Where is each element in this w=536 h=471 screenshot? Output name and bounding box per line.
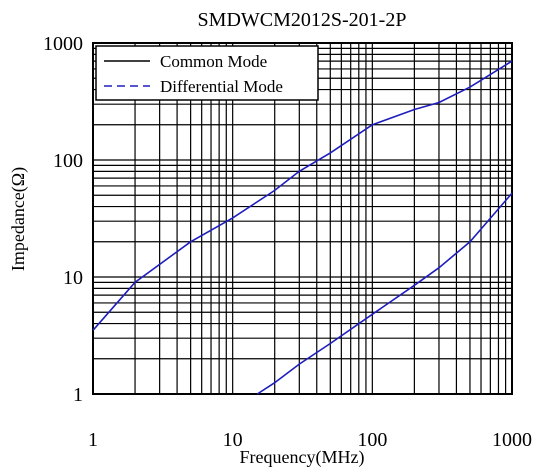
series-layer: [92, 60, 513, 395]
y-tick-label: 1000: [43, 33, 83, 55]
x-tick-label: 100: [357, 429, 387, 451]
series-line-common-mode: [92, 60, 513, 331]
y-axis-label: Impedance(Ω): [8, 167, 29, 271]
tick-labels: 1 10 100 1000 1 10 100 1000: [43, 33, 532, 451]
legend-box: [95, 45, 319, 101]
y-tick-label: 10: [63, 267, 83, 289]
y-tick-label: 100: [53, 150, 83, 172]
x-tick-label: 1000: [492, 429, 532, 451]
x-tick-label: 1: [88, 429, 98, 451]
x-axis-label: Frequency(MHz): [240, 447, 365, 468]
y-tick-label: 1: [73, 384, 83, 406]
legend: Common Mode Differential Mode: [95, 45, 319, 101]
plot-frame: [92, 42, 513, 395]
x-tick-label: 10: [223, 429, 243, 451]
legend-label-common-mode: Common Mode: [160, 52, 267, 71]
series-line-differential-mode: [256, 192, 513, 395]
chart-title: SMDWCM2012S-201-2P: [198, 9, 407, 31]
legend-label-differential-mode: Differential Mode: [160, 77, 283, 96]
